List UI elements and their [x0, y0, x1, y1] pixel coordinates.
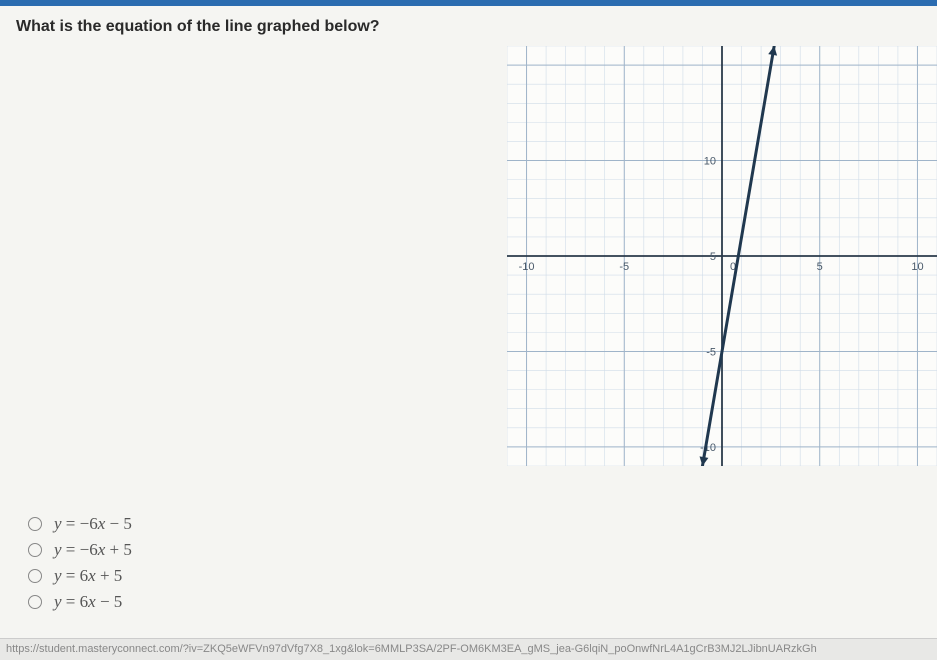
svg-text:10: 10 [704, 156, 716, 168]
svg-text:10: 10 [911, 261, 923, 273]
option-label: y = 6x + 5 [54, 566, 122, 586]
status-url: https://student.masteryconnect.com/?iv=Z… [0, 638, 937, 660]
option-c[interactable]: y = 6x + 5 [28, 566, 132, 586]
svg-text:-10: -10 [519, 261, 535, 273]
option-d[interactable]: y = 6x − 5 [28, 592, 132, 612]
svg-text:-5: -5 [619, 261, 629, 273]
svg-text:5: 5 [710, 251, 716, 263]
svg-text:-10: -10 [700, 442, 716, 454]
chart-svg: -10-50510-10-5510 [507, 46, 937, 466]
svg-text:5: 5 [817, 261, 823, 273]
content-area: What is the equation of the line graphed… [0, 6, 937, 626]
svg-text:-5: -5 [706, 346, 716, 358]
option-label: y = −6x + 5 [54, 540, 132, 560]
radio-icon [28, 595, 42, 609]
option-b[interactable]: y = −6x + 5 [28, 540, 132, 560]
answer-options: y = −6x − 5 y = −6x + 5 y = 6x + 5 y = 6… [28, 508, 132, 618]
radio-icon [28, 517, 42, 531]
radio-icon [28, 543, 42, 557]
radio-icon [28, 569, 42, 583]
question-text: What is the equation of the line graphed… [16, 18, 921, 36]
option-label: y = −6x − 5 [54, 514, 132, 534]
option-a[interactable]: y = −6x − 5 [28, 514, 132, 534]
option-label: y = 6x − 5 [54, 592, 122, 612]
line-graph: -10-50510-10-5510 [507, 46, 937, 466]
